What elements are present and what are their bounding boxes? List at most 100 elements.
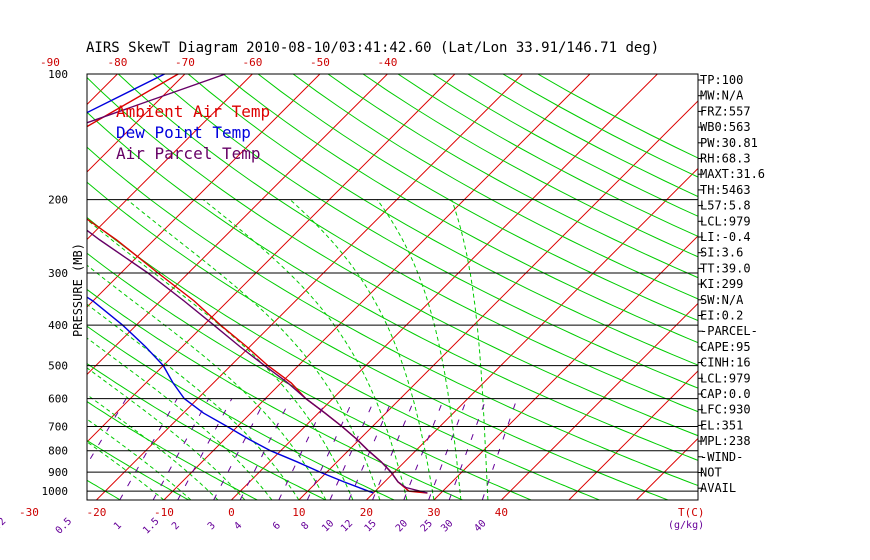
stability-index-label: LI:-0.4 bbox=[700, 230, 751, 244]
stability-index-label: TT:39.0 bbox=[700, 261, 751, 275]
isotherm-line bbox=[0, 74, 50, 500]
dry-adiabat-line bbox=[397, 74, 698, 237]
isotherm-line bbox=[231, 74, 658, 500]
ylabel: PRESSURE (MB) bbox=[71, 243, 85, 337]
dry-adiabat-line bbox=[87, 401, 258, 500]
dry-adiabat-line bbox=[0, 74, 52, 500]
isotherm-line bbox=[87, 74, 118, 106]
mixing-ratio-line bbox=[329, 398, 376, 500]
bottom-temp-tick-label: -30 bbox=[19, 506, 39, 519]
legend-entry: Dew Point Temp bbox=[116, 123, 251, 142]
top-temp-tick-label: -50 bbox=[310, 56, 330, 69]
mixing-ratio-line bbox=[152, 398, 210, 500]
mixing-ratio-line bbox=[239, 398, 291, 500]
isotherm-line bbox=[501, 302, 698, 500]
dry-adiabat-line bbox=[87, 288, 463, 500]
dry-adiabat-line bbox=[117, 74, 698, 413]
mixing-ratio-tick-label: 0.5 bbox=[54, 516, 75, 537]
dry-adiabat-line bbox=[257, 74, 698, 322]
mixing-ratio-line bbox=[177, 398, 233, 500]
pressure-tick-label: 900 bbox=[48, 466, 68, 479]
moist-adiabat-line bbox=[202, 199, 408, 500]
dry-adiabat-line bbox=[87, 181, 669, 500]
mixing-ratio-tick-label: 30 bbox=[439, 518, 455, 534]
top-temp-tick-label: -80 bbox=[107, 56, 127, 69]
isotherm-line bbox=[433, 235, 698, 500]
bottom-temp-tick-label: 10 bbox=[292, 506, 305, 519]
pressure-tick-label: 300 bbox=[48, 267, 68, 280]
dry-adiabat-line bbox=[87, 252, 532, 500]
moist-adiabat-line bbox=[87, 218, 354, 500]
isotherm-line bbox=[87, 74, 321, 308]
bottom-temp-tick-label: 20 bbox=[360, 506, 373, 519]
mixing-ratio-tick-label: 6 bbox=[271, 520, 283, 532]
dry-adiabat-line bbox=[502, 74, 698, 178]
stability-index-label: AVAIL bbox=[700, 481, 736, 495]
dry-adiabat-line bbox=[87, 479, 121, 500]
pressure-tick-label: 500 bbox=[48, 360, 68, 373]
stability-index-label: WB0:563 bbox=[700, 120, 751, 134]
stability-index-label: PW:30.81 bbox=[700, 136, 758, 150]
stability-index-label: KI:299 bbox=[700, 277, 743, 291]
top-temp-tick-label: -40 bbox=[377, 56, 397, 69]
xlabel: T(C) bbox=[678, 506, 705, 519]
stability-index-label: EI:0.2 bbox=[700, 309, 743, 323]
top-temp-tick-label: -90 bbox=[40, 56, 60, 69]
dry-adiabat-line bbox=[327, 74, 698, 279]
stability-index-label: MW:N/A bbox=[700, 89, 744, 103]
stability-index-label: TH:5463 bbox=[700, 183, 751, 197]
mixing-ratio-tick-label: 12 bbox=[339, 518, 355, 534]
dry-adiabat-line bbox=[362, 74, 698, 258]
moist-adiabat-line bbox=[451, 199, 489, 500]
plot-frame bbox=[86, 73, 699, 501]
stability-index-label: CINH:16 bbox=[700, 356, 751, 370]
series-line-air-parcel-temp bbox=[87, 74, 428, 494]
dry-adiabat-line bbox=[187, 74, 698, 366]
dry-adiabat-line bbox=[467, 74, 698, 198]
moist-adiabat-line bbox=[87, 441, 165, 500]
mixing-ratio-tick-label: 1.5 bbox=[141, 516, 162, 537]
dry-adiabat-line bbox=[87, 362, 326, 500]
bottom-temp-tick-label: -20 bbox=[86, 506, 106, 519]
dry-adiabat-line bbox=[87, 76, 698, 437]
mixing-ratio-line bbox=[372, 398, 416, 500]
bottom-temp-tick-label: 0 bbox=[228, 506, 235, 519]
moist-adiabat-line bbox=[289, 199, 435, 500]
bottom-temp-tick-label: 30 bbox=[427, 506, 440, 519]
mixing-ratio-tick-label: 3 bbox=[206, 520, 218, 532]
moist-adiabat-line bbox=[87, 394, 219, 500]
moist-adiabat-line bbox=[126, 199, 381, 500]
mixing-ratio-tick-label: 10 bbox=[320, 518, 336, 534]
pressure-tick-label: 200 bbox=[48, 194, 68, 207]
stability-index-label: MAXT:31.6 bbox=[700, 167, 765, 181]
isotherm-line bbox=[298, 100, 698, 500]
stability-index-label: LFC:930 bbox=[700, 403, 751, 417]
pressure-tick-label: 700 bbox=[48, 421, 68, 434]
stability-index-label: -PARCEL- bbox=[700, 324, 758, 338]
pressure-tick-label: 100 bbox=[48, 68, 68, 81]
isotherm-line bbox=[568, 370, 698, 500]
stability-index-label: SI:3.6 bbox=[700, 246, 743, 260]
dry-adiabat-line bbox=[87, 146, 698, 487]
top-temp-tick-label: -70 bbox=[175, 56, 195, 69]
moist-adiabat-line bbox=[87, 418, 192, 500]
dry-adiabat-line bbox=[222, 74, 698, 344]
mixing-ratio-line bbox=[306, 398, 355, 500]
mixing-ratio-line bbox=[87, 398, 127, 466]
stability-index-label: MPL:238 bbox=[700, 434, 751, 448]
pressure-tick-label: 1000 bbox=[42, 485, 69, 498]
mixing-ratio-line bbox=[278, 398, 328, 500]
mixing-ratio-line bbox=[348, 398, 393, 500]
bottom-temp-tick-label: -10 bbox=[154, 506, 174, 519]
isotherm-line bbox=[87, 74, 388, 376]
mixing-ratio-tick-label: 4 bbox=[232, 520, 244, 532]
series-line-dew-point-temp bbox=[87, 74, 374, 494]
chart-title: AIRS SkewT Diagram 2010-08-10/03:41:42.6… bbox=[86, 40, 659, 56]
mixing-ratio-line bbox=[213, 398, 267, 500]
mixing-ratio-line bbox=[119, 398, 178, 500]
stability-index-label: SW:N/A bbox=[700, 293, 744, 307]
dry-adiabat-line bbox=[87, 111, 698, 461]
stability-index-label: LCL:979 bbox=[700, 214, 751, 228]
mixing-ratio-tick-label: 25 bbox=[419, 518, 435, 534]
